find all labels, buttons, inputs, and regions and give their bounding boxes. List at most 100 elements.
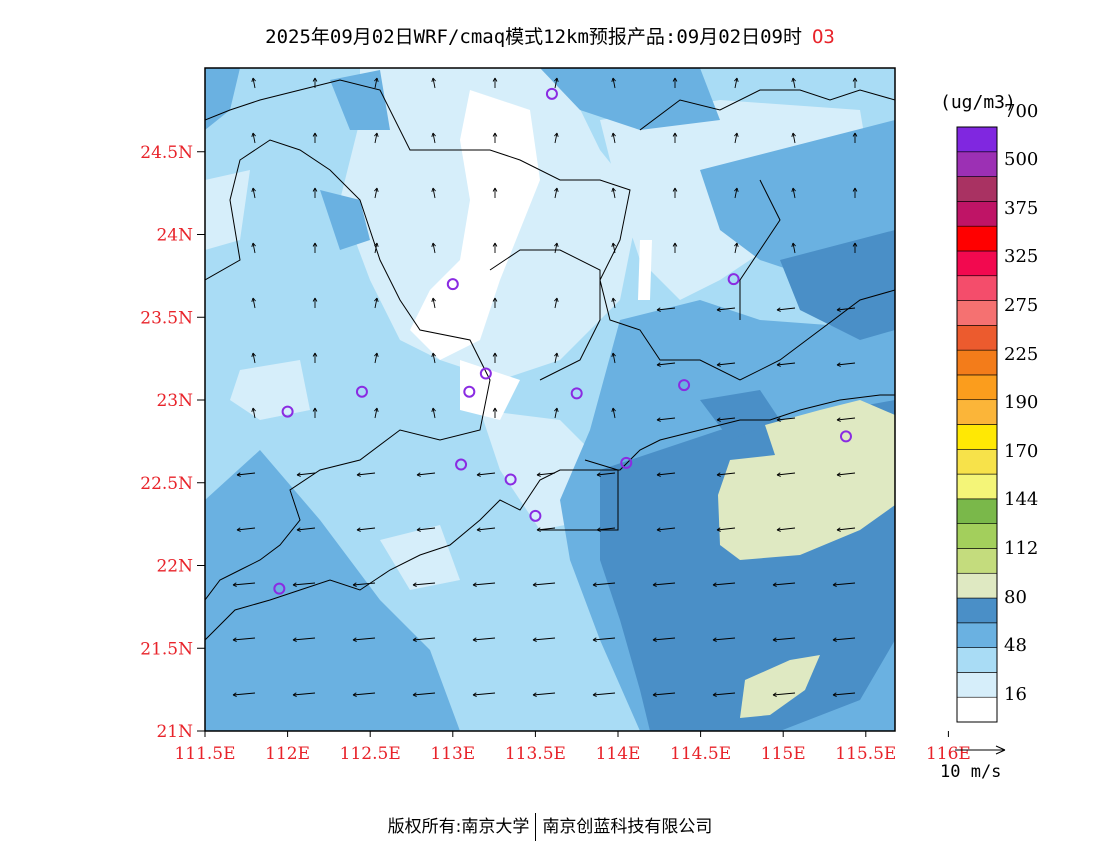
- wind-arrow: [251, 297, 256, 309]
- wind-arrow: [236, 527, 256, 532]
- wind-arrow: [374, 352, 379, 364]
- colorbar-swatch: [956, 126, 998, 153]
- y-tick-label: 22.5N: [140, 474, 193, 494]
- boundary-line: [205, 394, 895, 641]
- station-marker: [355, 385, 368, 398]
- colorbar-swatch: [956, 548, 998, 574]
- wind-arrow: [412, 582, 436, 588]
- station-marker: [504, 473, 517, 486]
- colorbar-swatch: [956, 325, 998, 351]
- wind-arrow: [292, 637, 316, 643]
- contour-region: [380, 525, 460, 590]
- wind-arrow: [251, 132, 256, 144]
- colorbar-swatch: [956, 597, 998, 624]
- station-marker: [479, 367, 492, 380]
- colorbar-swatch: [956, 176, 998, 202]
- wind-arrow: [836, 362, 856, 367]
- y-tick-label: 24N: [156, 226, 193, 246]
- wind-arrow: [791, 77, 796, 89]
- wind-arrow: [712, 692, 736, 698]
- colorbar-label: 16: [1004, 683, 1027, 705]
- station-marker: [839, 430, 852, 443]
- wind-arrow: [472, 582, 496, 588]
- wind-arrow: [776, 527, 796, 532]
- wind-arrow: [836, 472, 856, 477]
- colorbar-swatch: [956, 349, 998, 376]
- contour-region: [230, 360, 310, 420]
- wind-arrow: [431, 352, 436, 364]
- colorbar-swatch: [956, 225, 998, 252]
- boundary-line: [489, 249, 601, 381]
- wind-arrow: [596, 527, 616, 532]
- boundary-line: [639, 89, 895, 131]
- wind-arrow: [312, 187, 318, 198]
- wind-arrow: [611, 297, 616, 309]
- wind-arrow: [656, 472, 676, 477]
- colorbar-label: 700: [1004, 100, 1039, 122]
- wind-arrow: [492, 242, 498, 253]
- wind-arrow: [312, 407, 318, 418]
- y-tick-label: 21N: [156, 722, 193, 742]
- wind-arrow: [416, 472, 436, 477]
- contour-region: [410, 90, 540, 360]
- wind-arrow: [312, 297, 318, 308]
- contour-region: [330, 70, 390, 130]
- wind-arrow: [656, 307, 676, 312]
- x-tick-label: 114E: [596, 744, 641, 764]
- wind-arrow: [312, 132, 318, 143]
- wind-arrow: [712, 582, 736, 588]
- wind-arrow: [672, 187, 678, 198]
- wind-arrow: [431, 297, 436, 309]
- colorbar-label: 225: [1004, 343, 1039, 365]
- colorbar-label: 80: [1004, 586, 1027, 608]
- wind-arrow: [791, 132, 796, 144]
- y-tick-label: 21.5N: [140, 639, 193, 659]
- y-tick-label: 23N: [156, 391, 193, 411]
- wind-arrow: [251, 407, 256, 419]
- contour-region: [320, 190, 370, 250]
- wind-arrow: [832, 692, 856, 698]
- wind-arrow: [312, 242, 318, 253]
- colorbar-swatch: [956, 647, 998, 673]
- contour-region: [740, 655, 820, 718]
- wind-arrow: [251, 187, 256, 199]
- wind-arrow: [296, 527, 316, 532]
- wind-arrow: [312, 77, 318, 88]
- colorbar-frame: [956, 126, 998, 723]
- wind-arrow: [532, 637, 556, 643]
- wind-arrow: [554, 352, 559, 364]
- station-marker: [545, 87, 558, 100]
- copyright: 版权所有:南京大学 南京创蓝科技有限公司: [0, 812, 1100, 841]
- wind-arrow: [374, 407, 379, 419]
- station-marker: [678, 379, 691, 392]
- wind-arrow: [656, 417, 676, 422]
- x-tick-label: 116E: [926, 744, 971, 764]
- wind-arrow: [232, 582, 256, 588]
- wind-arrow: [374, 297, 379, 309]
- wind-arrow: [776, 417, 796, 422]
- title-species: O3: [811, 26, 835, 48]
- station-marker: [281, 405, 294, 418]
- wind-arrow: [532, 582, 556, 588]
- wind-arrow: [611, 77, 616, 89]
- x-tick-label: 112E: [265, 744, 310, 764]
- wind-arrow: [652, 582, 676, 588]
- contour-region: [780, 230, 895, 340]
- wind-arrow: [852, 242, 858, 253]
- wind-arrow: [536, 527, 556, 532]
- colorbar-swatch: [956, 250, 998, 277]
- contour-region: [205, 170, 250, 250]
- wind-arrow: [412, 637, 436, 643]
- wind-arrow: [772, 692, 796, 698]
- colorbar-label: 144: [1004, 489, 1039, 511]
- station-marker: [273, 582, 286, 595]
- wind-arrow: [236, 472, 256, 477]
- colorbar-label: 190: [1004, 392, 1039, 414]
- y-tick-label: 24.5N: [140, 143, 193, 163]
- wind-arrow: [656, 362, 676, 367]
- station-marker: [529, 509, 542, 522]
- wind-arrow: [852, 132, 858, 143]
- wind-arrow: [734, 187, 739, 199]
- colorbar-swatch: [956, 572, 998, 599]
- wind-arrow: [716, 417, 736, 422]
